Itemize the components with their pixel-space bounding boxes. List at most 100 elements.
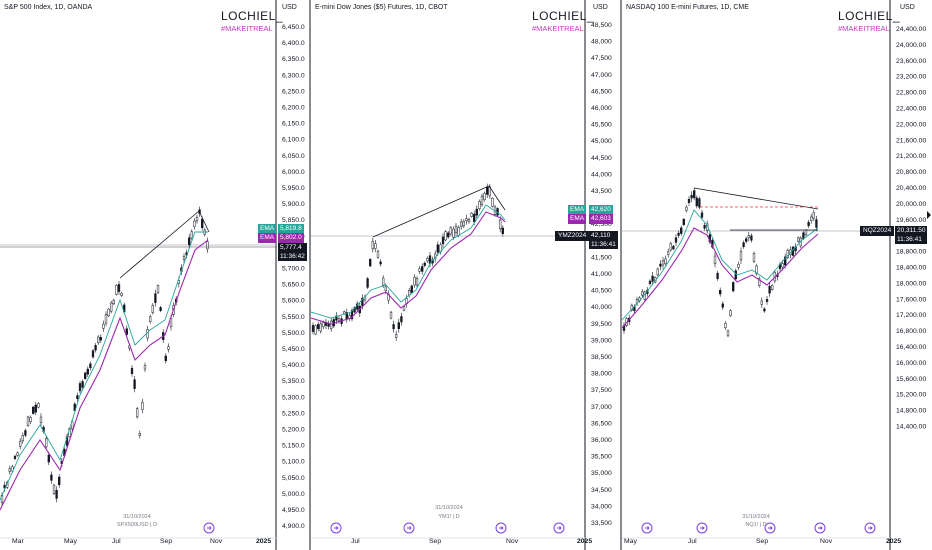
y-tick-label: 5,650.0 (282, 282, 305, 289)
candle-body (700, 212, 704, 218)
currency-label: USD (593, 4, 608, 11)
candle-body (195, 217, 199, 222)
y-tick-label: 5,850.0 (282, 217, 305, 224)
ema-slow-line (311, 211, 506, 325)
candle-body (84, 372, 87, 379)
y-tick-label: 14,400.00 (896, 424, 926, 431)
candle-body (201, 218, 204, 229)
candle-body (447, 232, 450, 238)
candle-body (781, 263, 784, 268)
candle-body (115, 285, 118, 295)
y-tick-label: 42,500 (591, 221, 612, 228)
candle-body (760, 300, 763, 305)
x-tick-label: 2025 (886, 538, 901, 545)
candle-body (713, 255, 717, 265)
last-price: 5,777.4 (280, 244, 302, 251)
ema-slow-label: EMA (568, 214, 587, 224)
date-footer: 31/10/2024 (123, 514, 151, 520)
candle-body (755, 265, 758, 274)
y-tick-label: 41,000 (591, 271, 612, 278)
event-arrow-icon (700, 526, 705, 530)
candle-body (188, 237, 191, 246)
y-tick-label: 46,000 (591, 105, 612, 112)
symbol-label: NQZ2024 (860, 226, 895, 236)
candle-body (441, 236, 445, 245)
candle-body (693, 190, 696, 199)
last-price: 42,110 (591, 232, 611, 239)
y-tick-label: 36,000 (591, 437, 612, 444)
y-tick-label: 37,500 (591, 387, 612, 394)
y-tick-label: 41,500 (591, 254, 612, 261)
y-tick-label: 24,000.00 (896, 42, 926, 49)
y-tick-label: 34,000 (591, 503, 612, 510)
candle-body (758, 278, 761, 286)
chart-canvas-nq[interactable]: 24,400.00 24,000.00 23,600.00 23,200.00 22,8… (622, 0, 932, 550)
candle-body (138, 433, 141, 436)
last-price-label: 20,311.50 11:36:41 (895, 226, 928, 244)
event-arrow-icon (868, 526, 873, 530)
candle-body (641, 291, 644, 296)
candle-body (672, 245, 675, 250)
y-tick-label: 40,500 (591, 288, 612, 295)
x-tick-label: Jul (688, 538, 697, 545)
x-tick-label: Sep (160, 538, 172, 545)
event-arrow-icon (407, 526, 412, 530)
y-tick-label: 5,000.0 (282, 491, 305, 498)
y-tick-label: 6,300.0 (282, 72, 305, 79)
candle-body (402, 306, 406, 311)
candle-body (737, 263, 740, 268)
candle-body (421, 266, 424, 272)
brand-watermark: LOCHIEL_ (221, 9, 284, 23)
y-tick-label: 5,450.0 (282, 346, 305, 353)
candle-body (690, 194, 693, 199)
candle-body (454, 225, 458, 233)
candle-body (395, 334, 398, 338)
candle-body (34, 404, 37, 413)
y-tick-label: 5,200.0 (282, 427, 305, 434)
candle-body (426, 258, 429, 262)
y-tick-label: 43,500 (591, 188, 612, 195)
x-tick-label: May (64, 538, 77, 545)
x-tick-label: Nov (506, 538, 519, 545)
candle-body (810, 216, 813, 221)
y-tick-label: 6,350.0 (282, 56, 305, 63)
candle-body (29, 417, 32, 423)
y-tick-label: 24,400.00 (896, 26, 926, 33)
candle-body (133, 379, 136, 389)
chart-canvas-spx[interactable]: 6,450.0 6,400.0 6,350.0 6,300.0 6,250.0 6,200… (0, 0, 311, 550)
candle-body (677, 232, 680, 236)
candle-body (369, 258, 372, 267)
x-tick-label: 2025 (256, 538, 271, 545)
candle-body (319, 323, 322, 332)
y-tick-label: 5,350.0 (282, 378, 305, 385)
y-tick-label: 6,200.0 (282, 105, 305, 112)
candle-body (327, 323, 330, 327)
y-tick-label: 5,400.0 (282, 362, 305, 369)
chart-panel-ym[interactable]: 48,500 48,000 47,500 47,000 46,500 46,000 45,5… (311, 0, 622, 550)
candle-body (379, 261, 382, 265)
candle-body (13, 455, 17, 459)
y-tick-label: 18,800.00 (896, 249, 926, 256)
y-tick-label: 6,000.0 (282, 169, 305, 176)
chart-panel-nq[interactable]: 24,400.00 24,000.00 23,600.00 23,200.00 22,8… (622, 0, 932, 550)
event-arrow-icon (207, 526, 212, 530)
y-tick-label: 17,600.00 (896, 296, 926, 303)
brand-watermark: LOCHIEL_ (532, 9, 595, 23)
y-tick-label: 5,550.0 (282, 314, 305, 321)
candle-body (104, 314, 108, 324)
candle-body (206, 241, 209, 250)
symbol-footer: NQ1! | D (745, 522, 767, 528)
y-tick-label: 36,500 (591, 420, 612, 427)
candle-body (361, 297, 364, 307)
candle-body (651, 275, 654, 282)
y-tick-label: 17,200.00 (896, 312, 926, 319)
chart-panel-spx[interactable]: 6,450.0 6,400.0 6,350.0 6,300.0 6,250.0 6,200… (0, 0, 311, 550)
candle-body (695, 197, 698, 207)
ema-slow-label: EMA (258, 233, 277, 243)
chart-canvas-ym[interactable]: 48,500 48,000 47,500 47,000 46,500 46,000 45,5… (311, 0, 622, 550)
candle-body (47, 454, 50, 463)
y-tick-label: 18,000.00 (896, 280, 926, 287)
candle-body (499, 219, 502, 230)
y-tick-label: 15,600.00 (896, 376, 926, 383)
candle-body (452, 228, 455, 238)
